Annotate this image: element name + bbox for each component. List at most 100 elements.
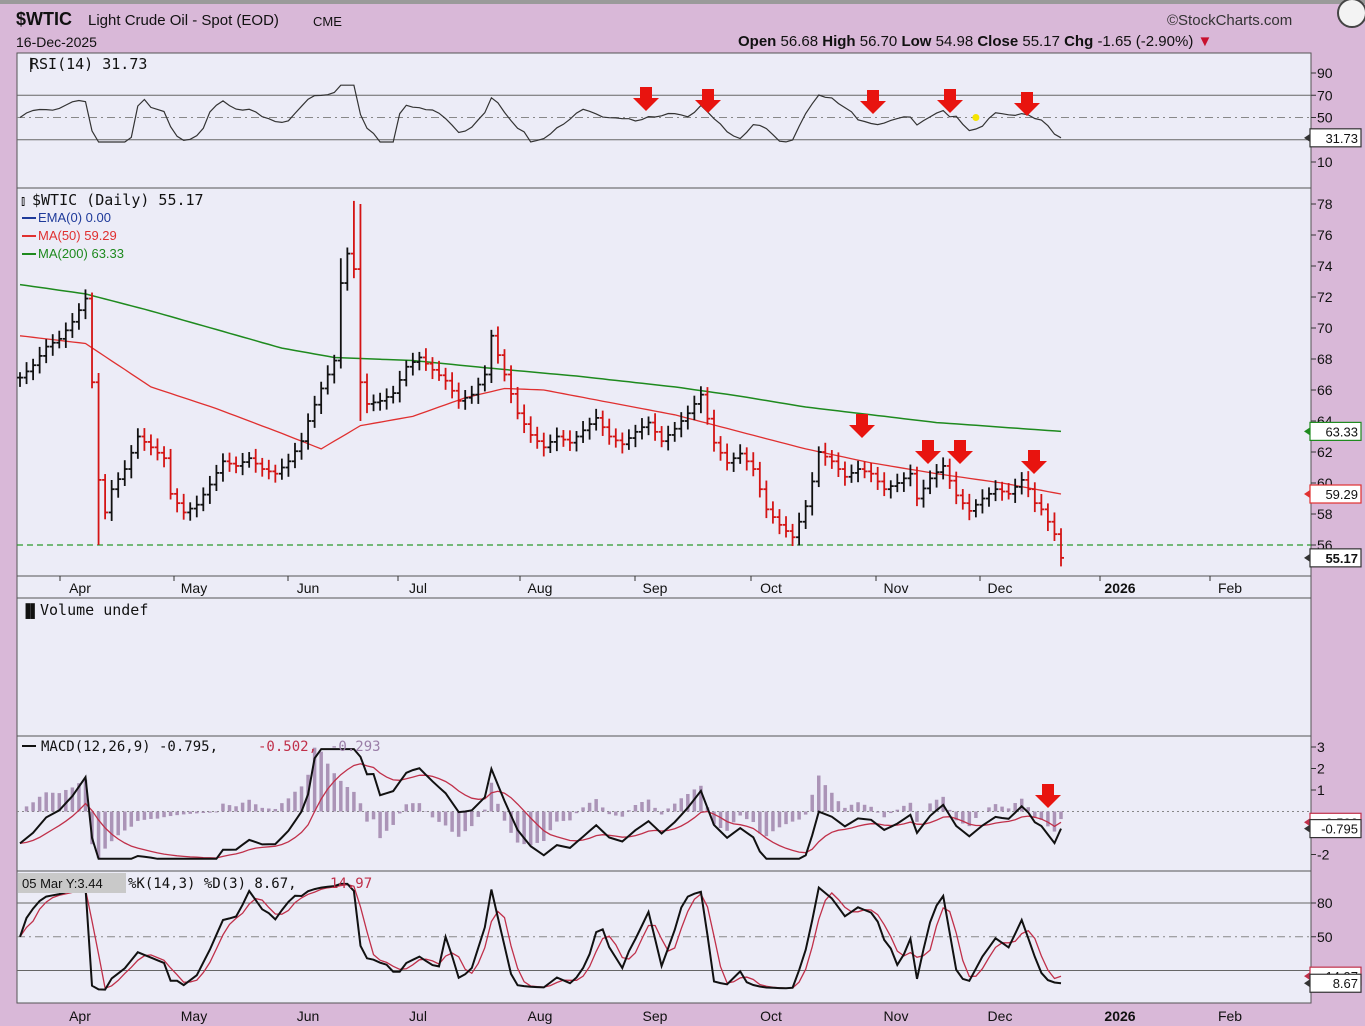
ohlc-bar (717, 436, 724, 461)
x-tick-label-bottom: Oct (760, 1008, 782, 1024)
ohlc-bar (658, 426, 665, 448)
ohlc-bar (17, 372, 23, 387)
x-tick-label-bottom: 2026 (1104, 1008, 1135, 1024)
price-panel-icon: ⫾ (21, 193, 25, 208)
macd-tick-label: 2 (1317, 761, 1325, 777)
ma200-line (19, 283, 1062, 433)
macd-value-label: -0.795 (1321, 822, 1358, 837)
rsi-value-label-pointer (1304, 133, 1310, 142)
macd-tick-label: -2 (1317, 847, 1330, 863)
ohlc-bar (940, 457, 947, 480)
ohlc-bar (213, 464, 220, 492)
x-tick-label-bottom: Aug (528, 1008, 553, 1024)
window-corner-button[interactable] (1337, 0, 1365, 28)
sto-tick-label: 50 (1317, 929, 1333, 945)
ohlc-bar (560, 430, 567, 447)
x-tick-label-top: Sep (643, 580, 668, 596)
macd-line (19, 748, 1062, 860)
ohlc-bar (442, 367, 449, 390)
sto-panel (16, 870, 1312, 1004)
ohlc-bar (894, 473, 901, 493)
ohlc-bar (508, 365, 515, 404)
rsi-tick-label: 50 (1317, 110, 1333, 126)
ohlc-bar (82, 289, 89, 320)
cursor-readout-label: 05 Mar Y:3.44 (22, 876, 103, 891)
price-tick-label: 68 (1317, 351, 1333, 367)
ohlc-bar (802, 500, 809, 530)
volume-panel-icon: ▐▌ (21, 603, 39, 619)
ohlc-bar (763, 480, 770, 519)
ohlc-bar (953, 471, 960, 505)
ohlc-bar (855, 460, 862, 483)
ohlc-bar (750, 452, 757, 477)
ma50-value-label: 59.29 (1325, 487, 1358, 502)
ohlc-bar (23, 362, 30, 385)
ohlc-readout: Open 56.68 High 56.70 Low 54.98 Close 55… (738, 33, 1212, 50)
ohlc-bar (776, 509, 783, 535)
macd-title-signal: -0.502, (258, 739, 317, 755)
ohlc-bar (481, 365, 488, 392)
brand-watermark: ©StockCharts.com (1167, 12, 1293, 29)
ohlc-bar (49, 334, 56, 356)
price-down-arrow-icon (947, 440, 973, 464)
ohlc-bar (783, 516, 790, 538)
ohlc-bar (1058, 528, 1064, 567)
x-tick-label-top: Feb (1218, 580, 1242, 596)
ohlc-bar (324, 365, 331, 395)
open-label: Open (738, 33, 777, 50)
ohlc-bar (167, 448, 174, 500)
high-label: High (822, 33, 856, 50)
macd-signal-line (19, 763, 1062, 859)
ohlc-bar (147, 434, 154, 456)
ohlc-bar (108, 480, 115, 521)
rsi-down-arrow-icon (860, 90, 886, 114)
ohlc-bar (612, 428, 619, 448)
ohlc-bar (488, 329, 495, 384)
ohlc-bar (56, 330, 63, 349)
high-value: 56.70 (859, 33, 898, 50)
ohlc-bar (370, 394, 377, 412)
ohlc-bar (737, 444, 744, 464)
ohlc-bar (318, 381, 325, 415)
ohlc-bar (239, 452, 246, 476)
rsi-highlight-dot (972, 114, 980, 121)
ohlc-bar (115, 472, 122, 498)
ohlc-bar (226, 452, 233, 472)
ohlc-bar (678, 412, 685, 438)
chg-down-icon: ▼ (1197, 33, 1213, 50)
rsi-value-label: 31.73 (1325, 131, 1358, 146)
ohlc-bar (95, 372, 102, 545)
ohlc-bar (920, 479, 927, 508)
ohlc-bar (553, 427, 560, 452)
x-tick-label-top: Dec (988, 580, 1013, 596)
window-top-border (0, 0, 1365, 4)
volume-title: Volume undef (40, 601, 148, 619)
rsi-line (19, 84, 1062, 143)
x-tick-label-top: May (181, 580, 207, 596)
ohlc-bar (30, 358, 37, 381)
price-down-arrow-icon (915, 440, 941, 464)
ohlc-bar (959, 489, 966, 510)
ohlc-bar (121, 460, 128, 486)
ohlc-bar (985, 487, 992, 507)
close-value: 55.17 (1022, 33, 1060, 50)
x-axis-strip (16, 575, 1312, 599)
ohlc-bar (416, 351, 423, 371)
x-tick-label-bottom: Dec (988, 1008, 1013, 1024)
chg-value: -1.65 (-2.90%) (1097, 33, 1194, 50)
close-value-label: 55.17 (1325, 551, 1358, 566)
exchange-label: CME (313, 14, 342, 29)
sto-title-k: %K(14,3) %D(3) 8.67, (128, 876, 297, 892)
chart-date: 16-Dec-2025 (16, 34, 97, 50)
ohlc-bar (128, 445, 135, 479)
ohlc-bar (606, 418, 613, 445)
ohlc-bar (828, 450, 835, 469)
ohlc-bar (848, 464, 855, 483)
ohlc-bar (697, 386, 704, 414)
ohlc-bar (1012, 478, 1019, 503)
ma200-value-label-pointer (1304, 427, 1310, 436)
x-tick-label-top: Aug (528, 580, 553, 596)
ohlc-bar (743, 447, 750, 471)
price-tick-label: 70 (1317, 320, 1333, 336)
